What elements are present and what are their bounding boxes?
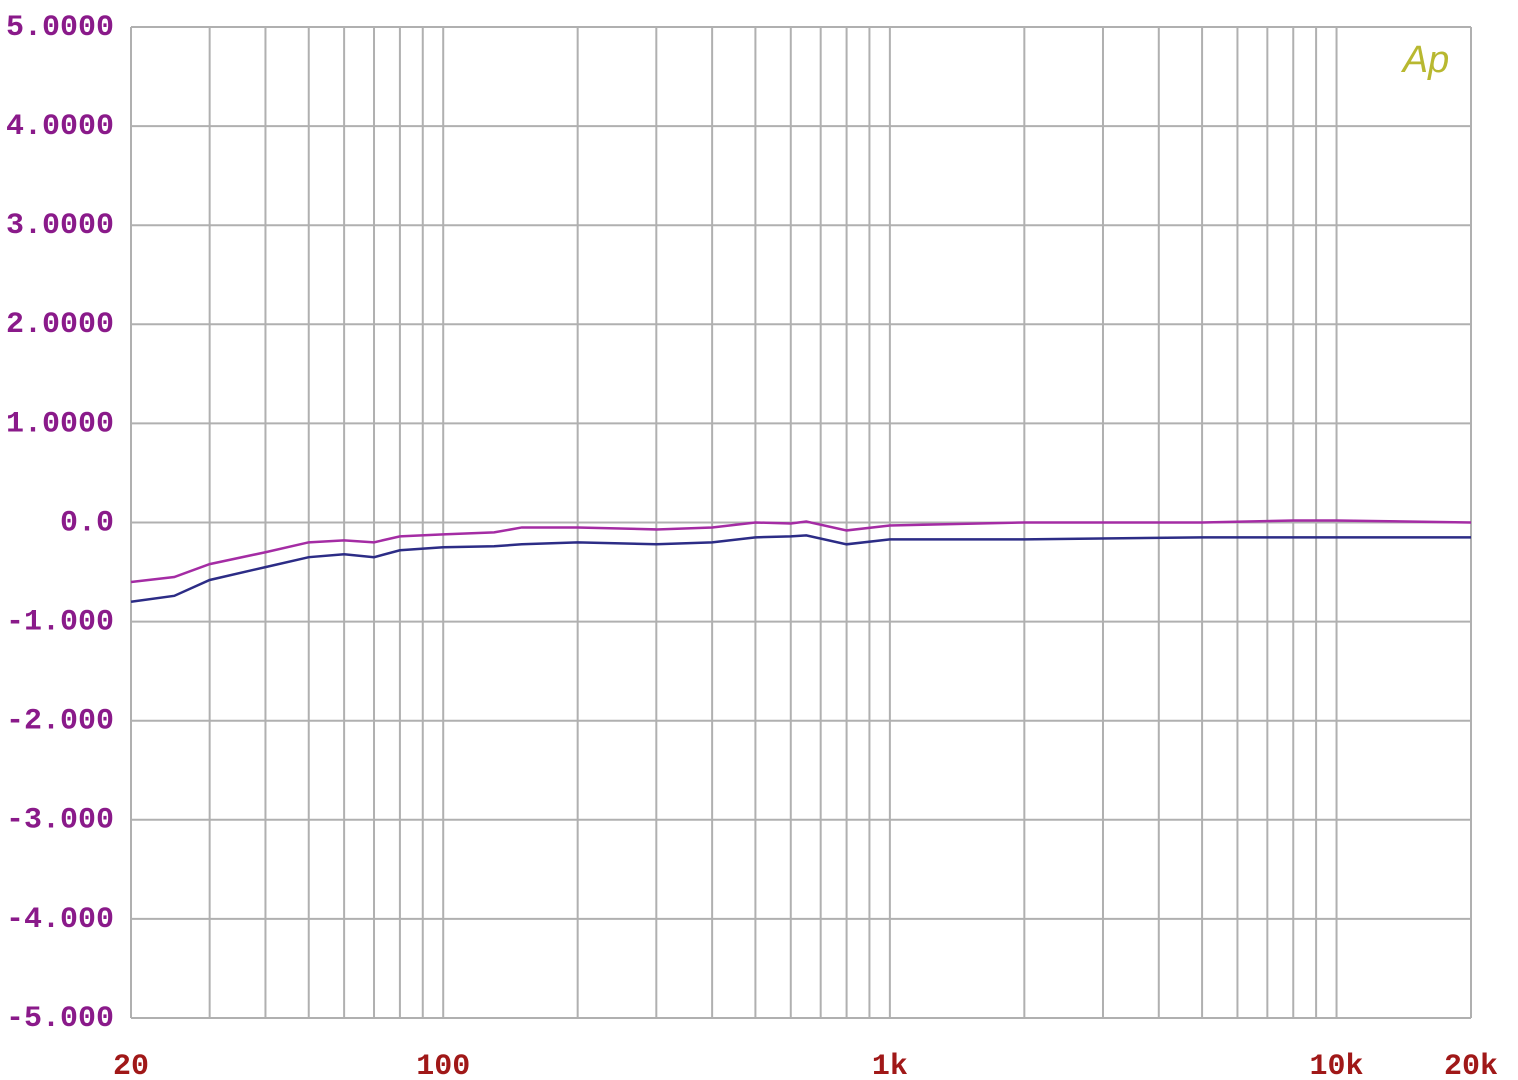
series-line <box>130 534 1471 604</box>
y-tick-label: -2.000 <box>6 705 114 739</box>
y-tick-label: -1.000 <box>6 606 114 640</box>
y-tick-label: 5.0000 <box>6 11 114 45</box>
x-tick-label: 20 <box>113 1050 149 1080</box>
logo: Ap <box>1401 39 1449 81</box>
x-tick-label: 10k <box>1310 1050 1364 1080</box>
x-tick-label: 1k <box>872 1050 908 1080</box>
y-tick-label: -4.000 <box>6 903 114 937</box>
y-tick-label: 4.0000 <box>6 110 114 144</box>
x-tick-label: 20k <box>1444 1050 1498 1080</box>
y-tick-label: -5.000 <box>6 1002 114 1036</box>
y-tick-label: 0.0 <box>60 506 114 540</box>
y-tick-label: 1.0000 <box>6 407 114 441</box>
x-tick-label: 100 <box>416 1050 470 1080</box>
y-tick-label: 2.0000 <box>6 308 114 342</box>
series-line <box>130 519 1472 584</box>
y-tick-label: -3.000 <box>6 804 114 838</box>
y-tick-label: 3.0000 <box>6 209 114 243</box>
